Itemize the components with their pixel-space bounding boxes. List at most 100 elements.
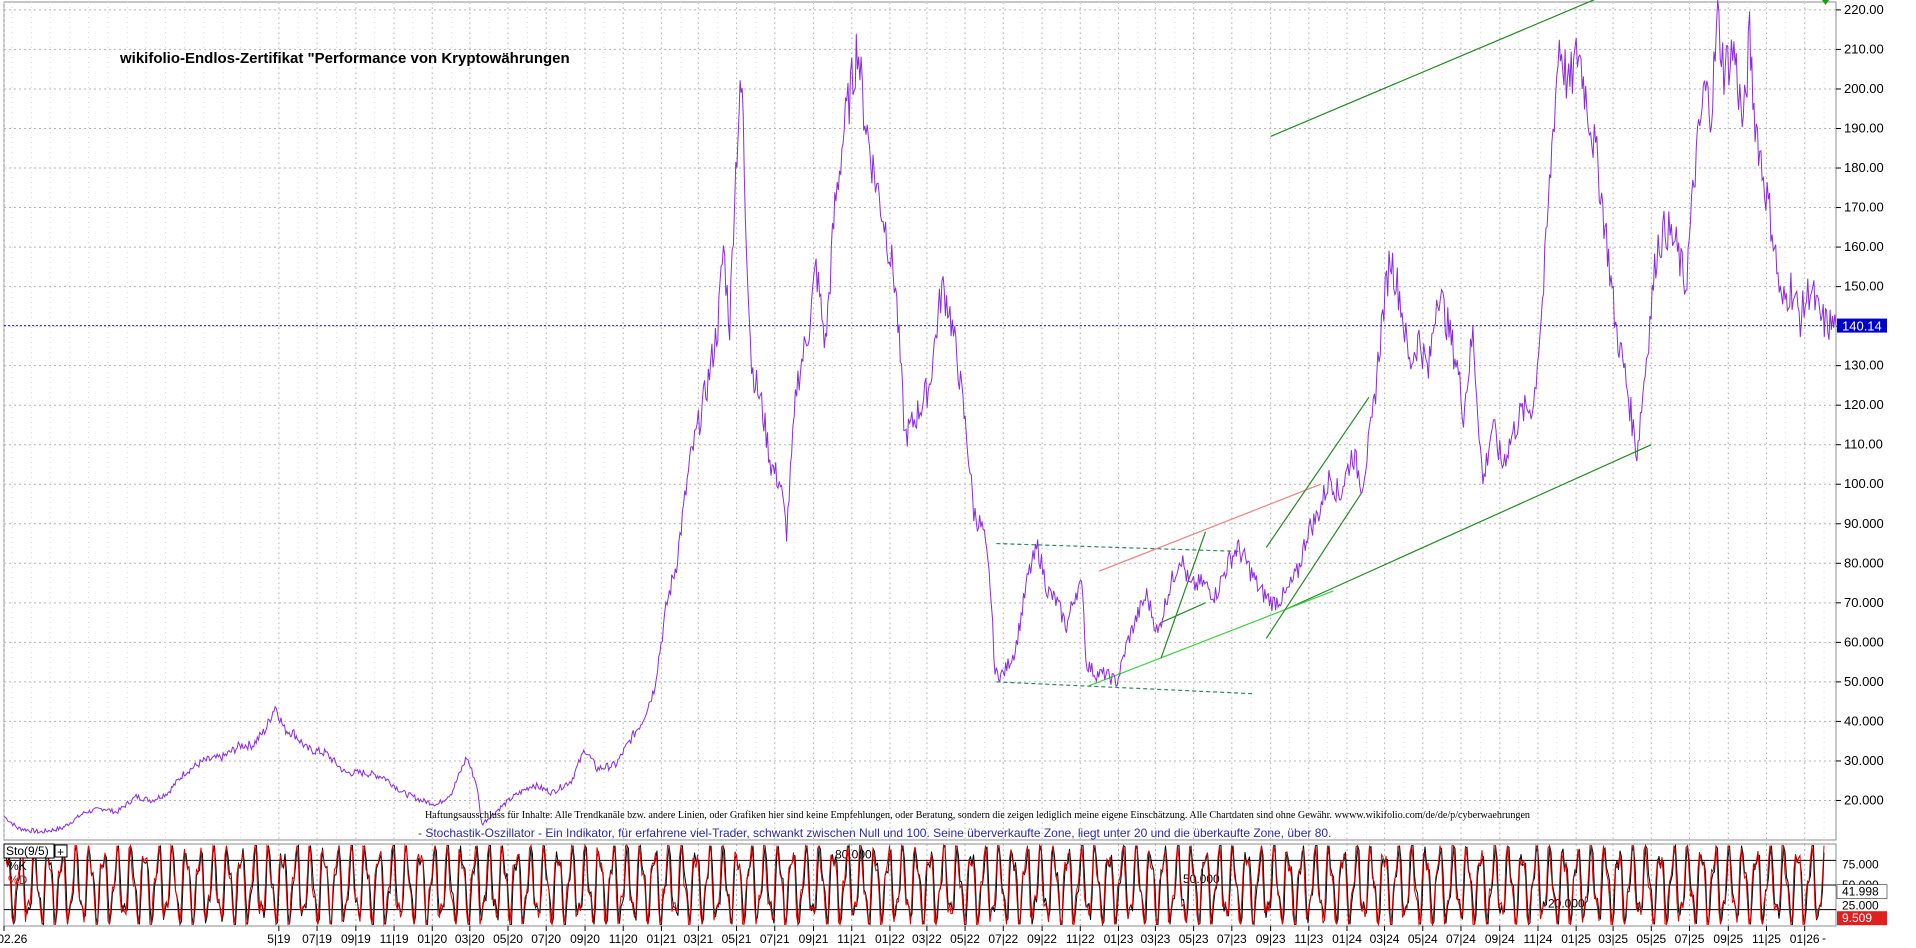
trendlines (996, 0, 1652, 695)
stochastic-right-label: 75.000 (1842, 858, 1879, 872)
trendline (996, 542, 1241, 553)
y-tick-label: 70.000 (1844, 595, 1884, 610)
k-legend-label: %K (8, 859, 27, 873)
stochastic-value-badge (1836, 884, 1888, 899)
x-tick-label: 03|24 (1370, 932, 1400, 946)
trendline (1270, 0, 1596, 137)
x-tick-label: 05|22 (950, 932, 980, 946)
x-tick-label: 11|21 (837, 932, 866, 946)
stochastic-d-line (5, 843, 1825, 927)
main-grid (3, 1, 1837, 926)
x-tick-label: 07|21 (760, 932, 790, 946)
y-tick-label: 190.00 (1844, 120, 1884, 135)
x-tick-label: 11|23 (1294, 932, 1323, 946)
x-tick-label: 05|21 (722, 932, 752, 946)
trendline (996, 681, 1254, 695)
y-tick-label: 220.00 (1844, 2, 1884, 17)
trendline (1160, 531, 1207, 659)
top-marker-icon (1822, 0, 1829, 5)
stochastic-right-label: 25.000 (1842, 899, 1879, 913)
x-tick-label: 03|25 (1598, 932, 1628, 946)
trendline (1265, 491, 1363, 639)
y-tick-label: 210.00 (1844, 41, 1884, 56)
x-tick-label: 01|21 (647, 932, 677, 946)
trendline (1088, 590, 1334, 687)
x-tick-label: 09|22 (1027, 932, 1057, 946)
x-tick-label: 16.02.26 (0, 932, 28, 946)
sto-legend-box (3, 843, 55, 859)
chart-title: wikifolio-Endlos-Zertifikat "Performance… (119, 50, 570, 67)
y-tick-label: 60.000 (1844, 634, 1884, 649)
x-tick-label: 03|23 (1141, 932, 1171, 946)
main-y-axis: 20.000 30.000 40.000 50.000 60.000 70.000 80.0… (1836, 2, 1884, 807)
x-tick-label: 01|22 (875, 932, 905, 946)
y-tick-label: 170.00 (1844, 200, 1884, 215)
x-tick-label: 03|21 (683, 932, 713, 946)
x-tick-label: 07|24 (1446, 932, 1476, 946)
x-tick-label: 01|25 (1561, 932, 1591, 946)
d-legend-label: %D (8, 873, 28, 887)
y-tick-label: 50.000 (1844, 674, 1884, 689)
stochastic-series (5, 843, 1825, 927)
stochastic-right-label: 41.998 (1842, 885, 1879, 899)
price-line (3, 0, 1837, 835)
price-series (3, 0, 1837, 835)
y-tick-label: 40.000 (1844, 713, 1884, 728)
x-tick-label: 07|19 (302, 932, 332, 946)
main-plot-frame (3, 1, 1837, 841)
y-tick-label: 180.00 (1844, 160, 1884, 175)
x-axis: 16.02.26 5|19 07|19 09|19 11|19 01|20 03|20 05|… (0, 926, 1820, 946)
y-tick-label: 160.00 (1844, 239, 1884, 254)
x-tick-label: 01|20 (417, 932, 447, 946)
trendline (1160, 602, 1206, 624)
plus-icon: + (57, 845, 64, 859)
y-tick-label: 90.000 (1844, 516, 1884, 531)
x-tick-label: 09|19 (341, 932, 371, 946)
x-tick-label: 11|22 (1066, 932, 1095, 946)
x-axis-dash: - (1822, 931, 1826, 945)
last-value-marker: 140.14 (4, 0, 1887, 334)
x-tick-label: 01|24 (1332, 932, 1362, 946)
last-value-badge (1837, 318, 1887, 333)
x-tick-label: 05|24 (1408, 932, 1438, 946)
trendline (1282, 444, 1652, 612)
x-tick-label: 03|22 (912, 932, 942, 946)
y-tick-label: 120.00 (1844, 397, 1884, 412)
x-tick-label: 11|24 (1524, 932, 1553, 946)
x-tick-label: 09|20 (570, 932, 600, 946)
x-tick-label: 09|21 (799, 932, 829, 946)
stochastic-legend: Sto(9/5) + %K %D (3, 843, 68, 887)
y-tick-label: 150.00 (1844, 279, 1884, 294)
x-tick-label: 07|23 (1217, 932, 1247, 946)
x-tick-label: 07|20 (531, 932, 561, 946)
stochastic-level-label: 20.000 (1548, 897, 1585, 911)
x-tick-label: 05|23 (1179, 932, 1209, 946)
last-value-label: 140.14 (1842, 319, 1882, 334)
disclaimer-text: Haftungsausschluss für Inhalte: Alle Tre… (425, 810, 1531, 821)
indicator-note: - Stochastik-Oszillator - Ein Indikator,… (418, 826, 1331, 840)
x-tick-label: 09|25 (1713, 932, 1743, 946)
trendline (1265, 396, 1370, 548)
y-tick-label: 20.000 (1844, 792, 1884, 807)
y-tick-label: 110.00 (1844, 437, 1883, 452)
stochastic-level-label: 80.000 (835, 847, 872, 861)
y-tick-label: 200.00 (1844, 81, 1884, 96)
sto-legend-title: Sto(9/5) (6, 844, 49, 858)
x-tick-label: 07|22 (988, 932, 1018, 946)
x-tick-label: 07|25 (1675, 932, 1705, 946)
x-tick-label: 05|25 (1636, 932, 1666, 946)
x-tick-label: 11|19 (380, 932, 409, 946)
x-tick-label: 09|23 (1256, 932, 1286, 946)
stochastic-value-badge (1837, 911, 1887, 926)
y-tick-label: 30.000 (1844, 753, 1884, 768)
x-tick-label: 03|20 (455, 932, 485, 946)
y-tick-label: 80.000 (1844, 555, 1884, 570)
x-tick-label: 11|20 (609, 932, 638, 946)
x-tick-label: 01|26 (1790, 932, 1820, 946)
sto-expand-button[interactable] (54, 844, 68, 858)
y-tick-label: 100.00 (1844, 476, 1884, 491)
x-tick-label: 5|19 (267, 932, 290, 946)
x-tick-label: 11|25 (1752, 932, 1781, 946)
